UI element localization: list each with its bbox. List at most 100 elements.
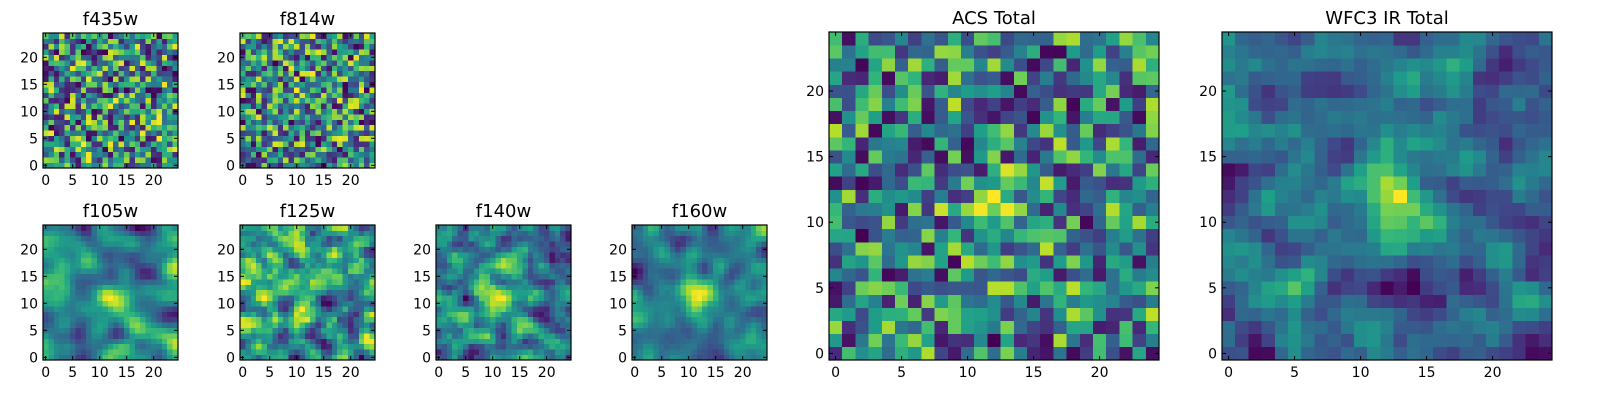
heatmap-cell	[240, 151, 246, 158]
heatmap-cell	[734, 306, 741, 312]
heatmap-cell	[560, 333, 566, 339]
heatmap-cell	[1040, 97, 1054, 112]
heatmap-cell	[124, 146, 130, 153]
heatmap-cell	[549, 289, 556, 296]
heatmap-cell	[511, 306, 518, 312]
heatmap-cell	[118, 262, 125, 269]
heatmap-cell	[118, 300, 125, 307]
heatmap-cell	[59, 87, 65, 93]
heatmap-cell	[172, 124, 179, 131]
heatmap-cell	[304, 279, 311, 285]
heatmap-cell	[250, 162, 257, 169]
heatmap-cell	[299, 252, 306, 258]
heatmap-cell	[473, 289, 480, 296]
heatmap-cell	[134, 162, 141, 169]
heatmap-cell	[310, 262, 316, 269]
heatmap-cell	[441, 300, 448, 307]
x-tick-label: 0	[630, 365, 639, 381]
heatmap-cell	[369, 230, 376, 237]
heatmap-cell	[921, 255, 935, 269]
heatmap-cell	[161, 230, 168, 237]
heatmap-cell	[669, 262, 676, 269]
heatmap-cell	[167, 289, 173, 296]
heatmap-cell	[277, 135, 284, 142]
heatmap-cell	[664, 246, 671, 253]
heatmap-cell	[538, 235, 545, 242]
heatmap-cell	[659, 262, 665, 269]
heatmap-cell	[713, 284, 719, 291]
heatmap-cell	[53, 327, 60, 334]
heatmap-cell	[86, 333, 92, 339]
heatmap-cell	[272, 141, 279, 147]
heatmap-cell	[560, 273, 566, 280]
heatmap-cell	[91, 157, 98, 163]
heatmap-cell	[1327, 176, 1342, 190]
heatmap-cell	[1472, 176, 1487, 190]
heatmap-cell	[1380, 346, 1394, 361]
heatmap-cell	[974, 346, 988, 361]
p-f105w-title: f105w	[83, 201, 138, 222]
heatmap-cell	[140, 97, 146, 104]
heatmap-cell	[1106, 32, 1120, 46]
heatmap-cell	[288, 311, 295, 318]
heatmap-cell	[1301, 281, 1315, 295]
heatmap-cell	[463, 338, 469, 345]
heatmap-cell	[675, 316, 681, 323]
heatmap-cell	[718, 289, 725, 296]
heatmap-cell	[637, 262, 644, 269]
heatmap-cell	[868, 71, 883, 85]
heatmap-cell	[961, 32, 975, 46]
heatmap-cell	[145, 146, 152, 153]
heatmap-cell	[1274, 346, 1289, 361]
heatmap-cell	[70, 92, 76, 99]
heatmap-cell	[337, 343, 343, 350]
heatmap-cell	[321, 60, 327, 66]
heatmap-cell	[868, 281, 883, 295]
heatmap-cell	[134, 135, 141, 142]
heatmap-cell	[490, 295, 496, 301]
heatmap-cell	[653, 262, 660, 269]
heatmap-cell	[1261, 202, 1276, 217]
heatmap-cell	[653, 241, 660, 247]
x-tick-label: 10	[959, 365, 977, 381]
heatmap-cell	[80, 306, 87, 312]
heatmap-cell	[522, 225, 529, 231]
heatmap-cell	[740, 295, 746, 301]
heatmap-cell	[118, 124, 125, 131]
heatmap-cell	[348, 306, 354, 312]
heatmap-cell	[348, 92, 354, 99]
heatmap-cell	[124, 284, 130, 291]
heatmap-cell	[729, 349, 735, 355]
heatmap-cell	[299, 146, 306, 153]
heatmap-cell	[468, 246, 475, 253]
heatmap-cell	[637, 343, 644, 350]
heatmap-cell	[140, 151, 146, 158]
heatmap-cell	[560, 349, 566, 355]
heatmap-cell	[1106, 71, 1120, 85]
heatmap-cell	[358, 333, 365, 339]
heatmap-cell	[304, 97, 311, 104]
heatmap-cell	[277, 273, 284, 280]
heatmap-cell	[326, 141, 333, 147]
heatmap-cell	[479, 235, 485, 242]
heatmap-cell	[261, 60, 268, 66]
heatmap-cell	[353, 295, 360, 301]
heatmap-cell	[70, 108, 76, 115]
heatmap-cell	[43, 316, 49, 323]
heatmap-cell	[288, 354, 295, 361]
heatmap-cell	[256, 316, 262, 323]
heatmap-cell	[107, 235, 114, 242]
heatmap-cell	[549, 343, 556, 350]
heatmap-cell	[250, 262, 257, 269]
heatmap-cell	[1040, 84, 1054, 98]
heatmap-cell	[533, 273, 539, 280]
heatmap-cell	[64, 225, 71, 231]
y-tick-label: 0	[226, 158, 235, 174]
heatmap-cell	[321, 97, 327, 104]
heatmap-cell	[829, 163, 843, 177]
heatmap-cell	[288, 262, 295, 269]
heatmap-cell	[544, 289, 550, 296]
heatmap-cell	[118, 322, 125, 328]
heatmap-cell	[240, 65, 246, 72]
heatmap-cell	[310, 157, 316, 163]
